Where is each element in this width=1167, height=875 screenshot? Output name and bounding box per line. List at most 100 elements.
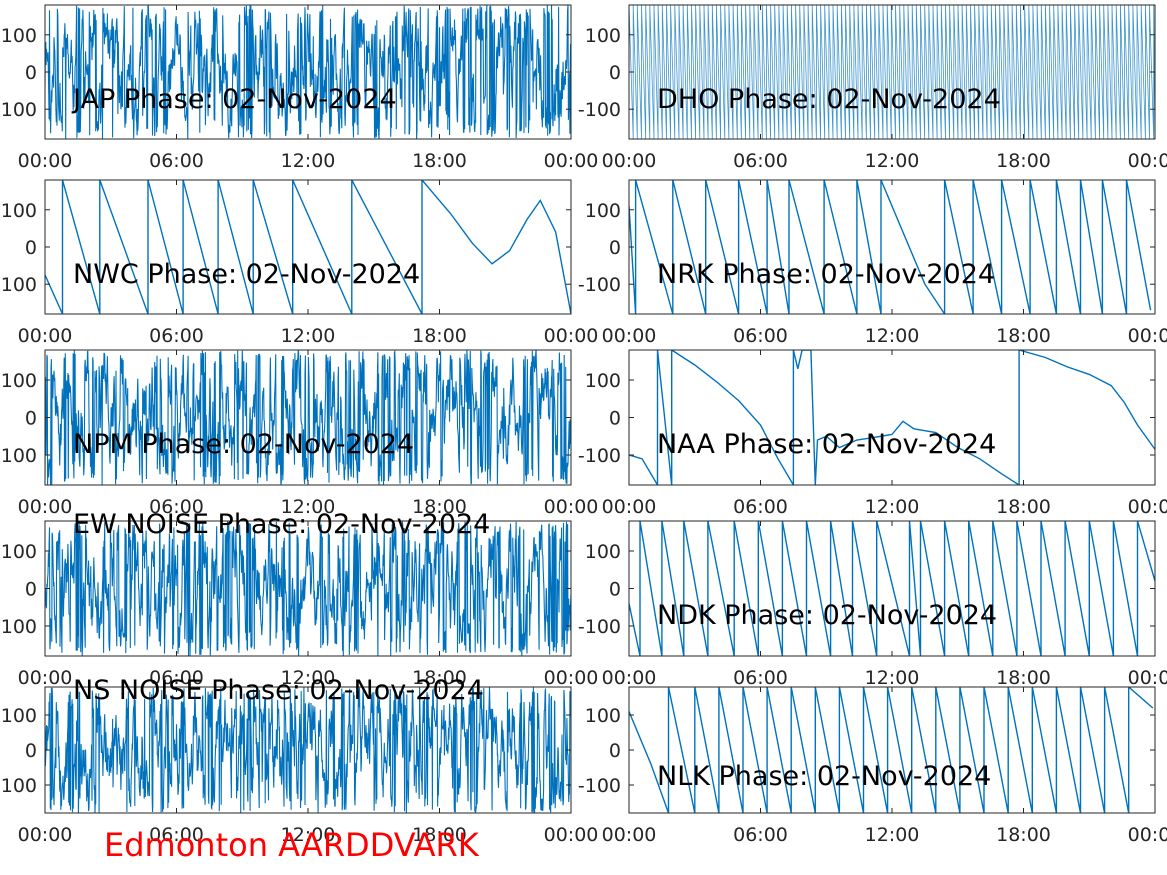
panel-1: 00:00 06:00 12:00 18:00 00:00 100 0 -100 JAP Pha… [0, 4, 599, 172]
x-tick-label: 12:00 [281, 667, 336, 689]
x-tick-label: 00:00 [18, 325, 73, 347]
panel-title: NRK Phase: 02-Nov-2024 [657, 259, 995, 290]
panel-title: NLK Phase: 02-Nov-2024 [657, 761, 991, 792]
x-tick-label: 18:00 [412, 667, 467, 689]
series-line [45, 521, 571, 656]
y-tick-label: 0 [25, 740, 37, 762]
x-tick-label: 12:00 [865, 824, 920, 846]
panel-title: JAP Phase: 02-Nov-2024 [71, 84, 397, 115]
x-tick-label: 00:00 [544, 150, 599, 172]
panel-7: 00:00 06:00 12:00 18:00 00:00 100 0 -100 EW NOIS… [0, 509, 598, 689]
plot-area [629, 521, 1155, 656]
series-line [45, 687, 571, 813]
x-tick-label: 06:00 [149, 824, 204, 846]
y-tick-label: 100 [585, 541, 621, 563]
x-tick-label: 18:00 [996, 150, 1051, 172]
y-tick-label: 100 [585, 370, 621, 392]
x-tick-label: 12:00 [865, 496, 920, 518]
series-line [45, 350, 571, 485]
x-tick-label: 00:00 [1128, 150, 1167, 172]
x-tick-label: 00:00 [18, 496, 73, 518]
x-tick-label: 00:00 [1128, 824, 1167, 846]
x-tick-label: 06:00 [149, 150, 204, 172]
x-tick-label: 18:00 [412, 150, 467, 172]
x-tick-label: 12:00 [281, 824, 336, 846]
panel-3: 00:00 06:00 12:00 18:00 00:00 100 0 -100 NWC Pha… [0, 179, 599, 347]
x-tick-label: 18:00 [996, 667, 1051, 689]
x-tick-label: 18:00 [996, 325, 1051, 347]
y-tick-label: 0 [25, 579, 37, 601]
y-tick-label: 0 [609, 62, 621, 84]
panel-8: 00:00 06:00 12:00 18:00 00:00 100 0 -100 NDK Pha… [578, 520, 1167, 689]
x-tick-label: 00:00 [18, 824, 73, 846]
x-tick-label: 18:00 [412, 325, 467, 347]
y-tick-label: 100 [1, 705, 37, 727]
panel-title: NWC Phase: 02-Nov-2024 [73, 259, 420, 290]
panel-6: 00:00 06:00 12:00 18:00 00:00 100 0 -100 NAA Pha… [578, 349, 1167, 518]
x-tick-label: 12:00 [281, 150, 336, 172]
y-tick-label: -100 [578, 445, 621, 467]
y-tick-label: -100 [0, 445, 37, 467]
panel-title: NAA Phase: 02-Nov-2024 [657, 429, 996, 460]
y-tick-label: 100 [1, 370, 37, 392]
y-tick-label: -100 [0, 99, 37, 121]
x-tick-label: 18:00 [996, 824, 1051, 846]
x-tick-label: 06:00 [733, 150, 788, 172]
x-tick-label: 00:00 [18, 150, 73, 172]
x-tick-label: 00:00 [602, 496, 657, 518]
y-tick-label: 100 [1, 200, 37, 222]
x-tick-label: 00:00 [1128, 496, 1167, 518]
y-tick-label: 100 [585, 705, 621, 727]
y-tick-label: 0 [609, 740, 621, 762]
y-tick-label: -100 [578, 616, 621, 638]
x-tick-label: 18:00 [412, 824, 467, 846]
panel-title: EW NOISE Phase: 02-Nov-2024 [73, 509, 490, 540]
x-tick-label: 00:00 [602, 824, 657, 846]
x-tick-label: 18:00 [996, 496, 1051, 518]
panel-5: 00:00 06:00 12:00 18:00 00:00 100 0 -100 NPM Pha… [0, 349, 599, 518]
x-tick-label: 12:00 [865, 325, 920, 347]
x-tick-label: 00:00 [544, 824, 599, 846]
y-tick-label: 0 [609, 408, 621, 430]
y-tick-label: 100 [1, 541, 37, 563]
panel-title: NS NOISE Phase: 02-Nov-2024 [73, 675, 484, 706]
y-tick-label: 100 [1, 25, 37, 47]
x-tick-label: 12:00 [865, 667, 920, 689]
y-tick-label: 0 [25, 237, 37, 259]
x-tick-label: 06:00 [149, 496, 204, 518]
x-tick-label: 00:00 [602, 325, 657, 347]
x-tick-label: 12:00 [865, 150, 920, 172]
panel-2: 00:00 06:00 12:00 18:00 00:00 100 0 -100 DHO Pha… [578, 4, 1167, 172]
y-tick-label: 0 [609, 237, 621, 259]
panel-4: 00:00 06:00 12:00 18:00 00:00 100 0 -100 NRK Pha… [578, 179, 1167, 347]
y-tick-label: 100 [585, 200, 621, 222]
panel-10: 00:00 06:00 12:00 18:00 00:00 100 0 -100 NLK Pha… [578, 686, 1167, 846]
x-tick-label: 06:00 [733, 824, 788, 846]
series-line [629, 521, 1155, 656]
y-tick-label: 0 [609, 579, 621, 601]
x-tick-label: 00:00 [1128, 667, 1167, 689]
x-tick-label: 00:00 [544, 496, 599, 518]
x-tick-label: 18:00 [412, 496, 467, 518]
y-tick-label: -100 [578, 99, 621, 121]
y-tick-label: 0 [25, 408, 37, 430]
x-tick-label: 06:00 [149, 667, 204, 689]
series-line [45, 5, 571, 139]
x-tick-label: 00:00 [602, 150, 657, 172]
x-tick-label: 12:00 [281, 496, 336, 518]
y-tick-label: -100 [578, 775, 621, 797]
panel-title: NPM Phase: 02-Nov-2024 [73, 429, 414, 460]
x-tick-label: 00:00 [544, 667, 599, 689]
x-tick-label: 00:00 [1128, 325, 1167, 347]
figure-caption: Edmonton AARDDVARK [104, 826, 479, 864]
plot-area [45, 180, 571, 314]
panel-title: NDK Phase: 02-Nov-2024 [657, 600, 997, 631]
x-tick-label: 06:00 [149, 325, 204, 347]
x-tick-label: 00:00 [18, 667, 73, 689]
x-tick-label: 00:00 [544, 325, 599, 347]
plot-area [629, 687, 1155, 813]
y-tick-label: -100 [0, 616, 37, 638]
y-tick-label: 0 [25, 62, 37, 84]
plot-area [629, 180, 1155, 314]
